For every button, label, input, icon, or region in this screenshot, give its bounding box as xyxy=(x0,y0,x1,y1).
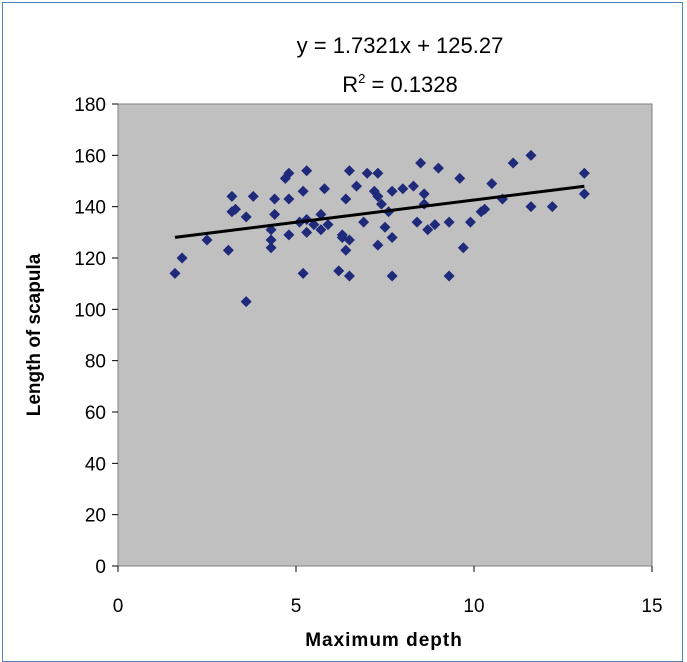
y-axis-title: Length of scapula xyxy=(24,253,45,416)
data-point xyxy=(525,149,537,161)
data-point xyxy=(464,216,476,228)
data-point xyxy=(372,190,384,202)
trendline-equation: y = 1.7321x + 125.27 xyxy=(297,33,504,58)
y-tick-label: 100 xyxy=(74,300,106,321)
data-point xyxy=(443,216,455,228)
data-point xyxy=(222,244,234,256)
data-point xyxy=(269,208,281,220)
data-point xyxy=(343,165,355,177)
y-tick-label: 120 xyxy=(74,249,106,270)
data-point xyxy=(429,219,441,231)
data-point xyxy=(343,270,355,282)
data-point xyxy=(578,167,590,179)
y-tick-label: 160 xyxy=(74,146,106,167)
data-point xyxy=(386,231,398,243)
data-points xyxy=(169,149,590,308)
data-point xyxy=(422,224,434,236)
plot-area-group xyxy=(117,103,653,567)
data-point xyxy=(283,193,295,205)
data-point xyxy=(479,203,491,215)
data-point xyxy=(418,188,430,200)
data-point xyxy=(265,242,277,254)
data-point xyxy=(315,224,327,236)
r2-prefix: R xyxy=(342,72,358,97)
data-point xyxy=(432,162,444,174)
y-tick-label: 40 xyxy=(85,454,106,475)
plot-background xyxy=(117,103,653,567)
data-point xyxy=(372,239,384,251)
data-point xyxy=(361,167,373,179)
data-point xyxy=(240,296,252,308)
y-tick-label: 140 xyxy=(74,198,106,219)
x-axis-title: Maximum depth xyxy=(305,630,463,651)
data-point xyxy=(340,193,352,205)
data-point xyxy=(301,165,313,177)
data-point xyxy=(372,167,384,179)
data-point xyxy=(301,226,313,238)
r-squared-label: R2 = 0.1328 xyxy=(342,71,458,97)
data-point xyxy=(297,185,309,197)
x-tick-label: 0 xyxy=(113,596,124,617)
data-point xyxy=(546,201,558,213)
data-point xyxy=(525,201,537,213)
data-point xyxy=(269,193,281,205)
data-point xyxy=(358,216,370,228)
data-point xyxy=(443,270,455,282)
y-tick-label: 180 xyxy=(74,95,106,116)
data-point xyxy=(297,267,309,279)
data-point xyxy=(397,183,409,195)
data-point xyxy=(454,172,466,184)
data-point xyxy=(386,270,398,282)
data-point xyxy=(333,265,345,277)
r2-value: = 0.1328 xyxy=(365,72,457,97)
y-axis-ticks: 0 20 40 60 80 100 120 140 160 180 xyxy=(74,95,118,578)
data-point xyxy=(226,190,238,202)
data-point xyxy=(411,216,423,228)
data-point xyxy=(507,157,519,169)
data-point xyxy=(247,190,259,202)
y-tick-label: 80 xyxy=(85,352,106,373)
data-point xyxy=(578,188,590,200)
data-point xyxy=(340,244,352,256)
trendline xyxy=(174,184,585,239)
data-point xyxy=(351,180,363,192)
r2-exponent: 2 xyxy=(358,71,365,86)
data-point xyxy=(486,178,498,190)
x-tick-label: 5 xyxy=(291,596,302,617)
x-tick-label: 15 xyxy=(641,596,662,617)
data-point xyxy=(379,221,391,233)
data-point xyxy=(229,203,241,215)
data-point xyxy=(343,234,355,246)
data-point xyxy=(322,219,334,231)
y-tick-label: 60 xyxy=(85,403,106,424)
data-point xyxy=(457,242,469,254)
y-tick-label: 20 xyxy=(85,506,106,527)
data-point xyxy=(240,211,252,223)
data-point xyxy=(169,267,181,279)
y-tick-label: 0 xyxy=(95,557,106,578)
data-point xyxy=(315,208,327,220)
data-point xyxy=(375,198,387,210)
data-point xyxy=(318,183,330,195)
data-point xyxy=(283,167,295,179)
data-point xyxy=(386,185,398,197)
data-point xyxy=(407,180,419,192)
data-point xyxy=(201,234,213,246)
data-point xyxy=(308,219,320,231)
data-point xyxy=(415,157,427,169)
x-axis-ticks: 0 5 10 15 xyxy=(113,566,663,617)
x-tick-label: 10 xyxy=(463,596,484,617)
data-point xyxy=(265,234,277,246)
data-point xyxy=(283,229,295,241)
data-point xyxy=(176,252,188,264)
